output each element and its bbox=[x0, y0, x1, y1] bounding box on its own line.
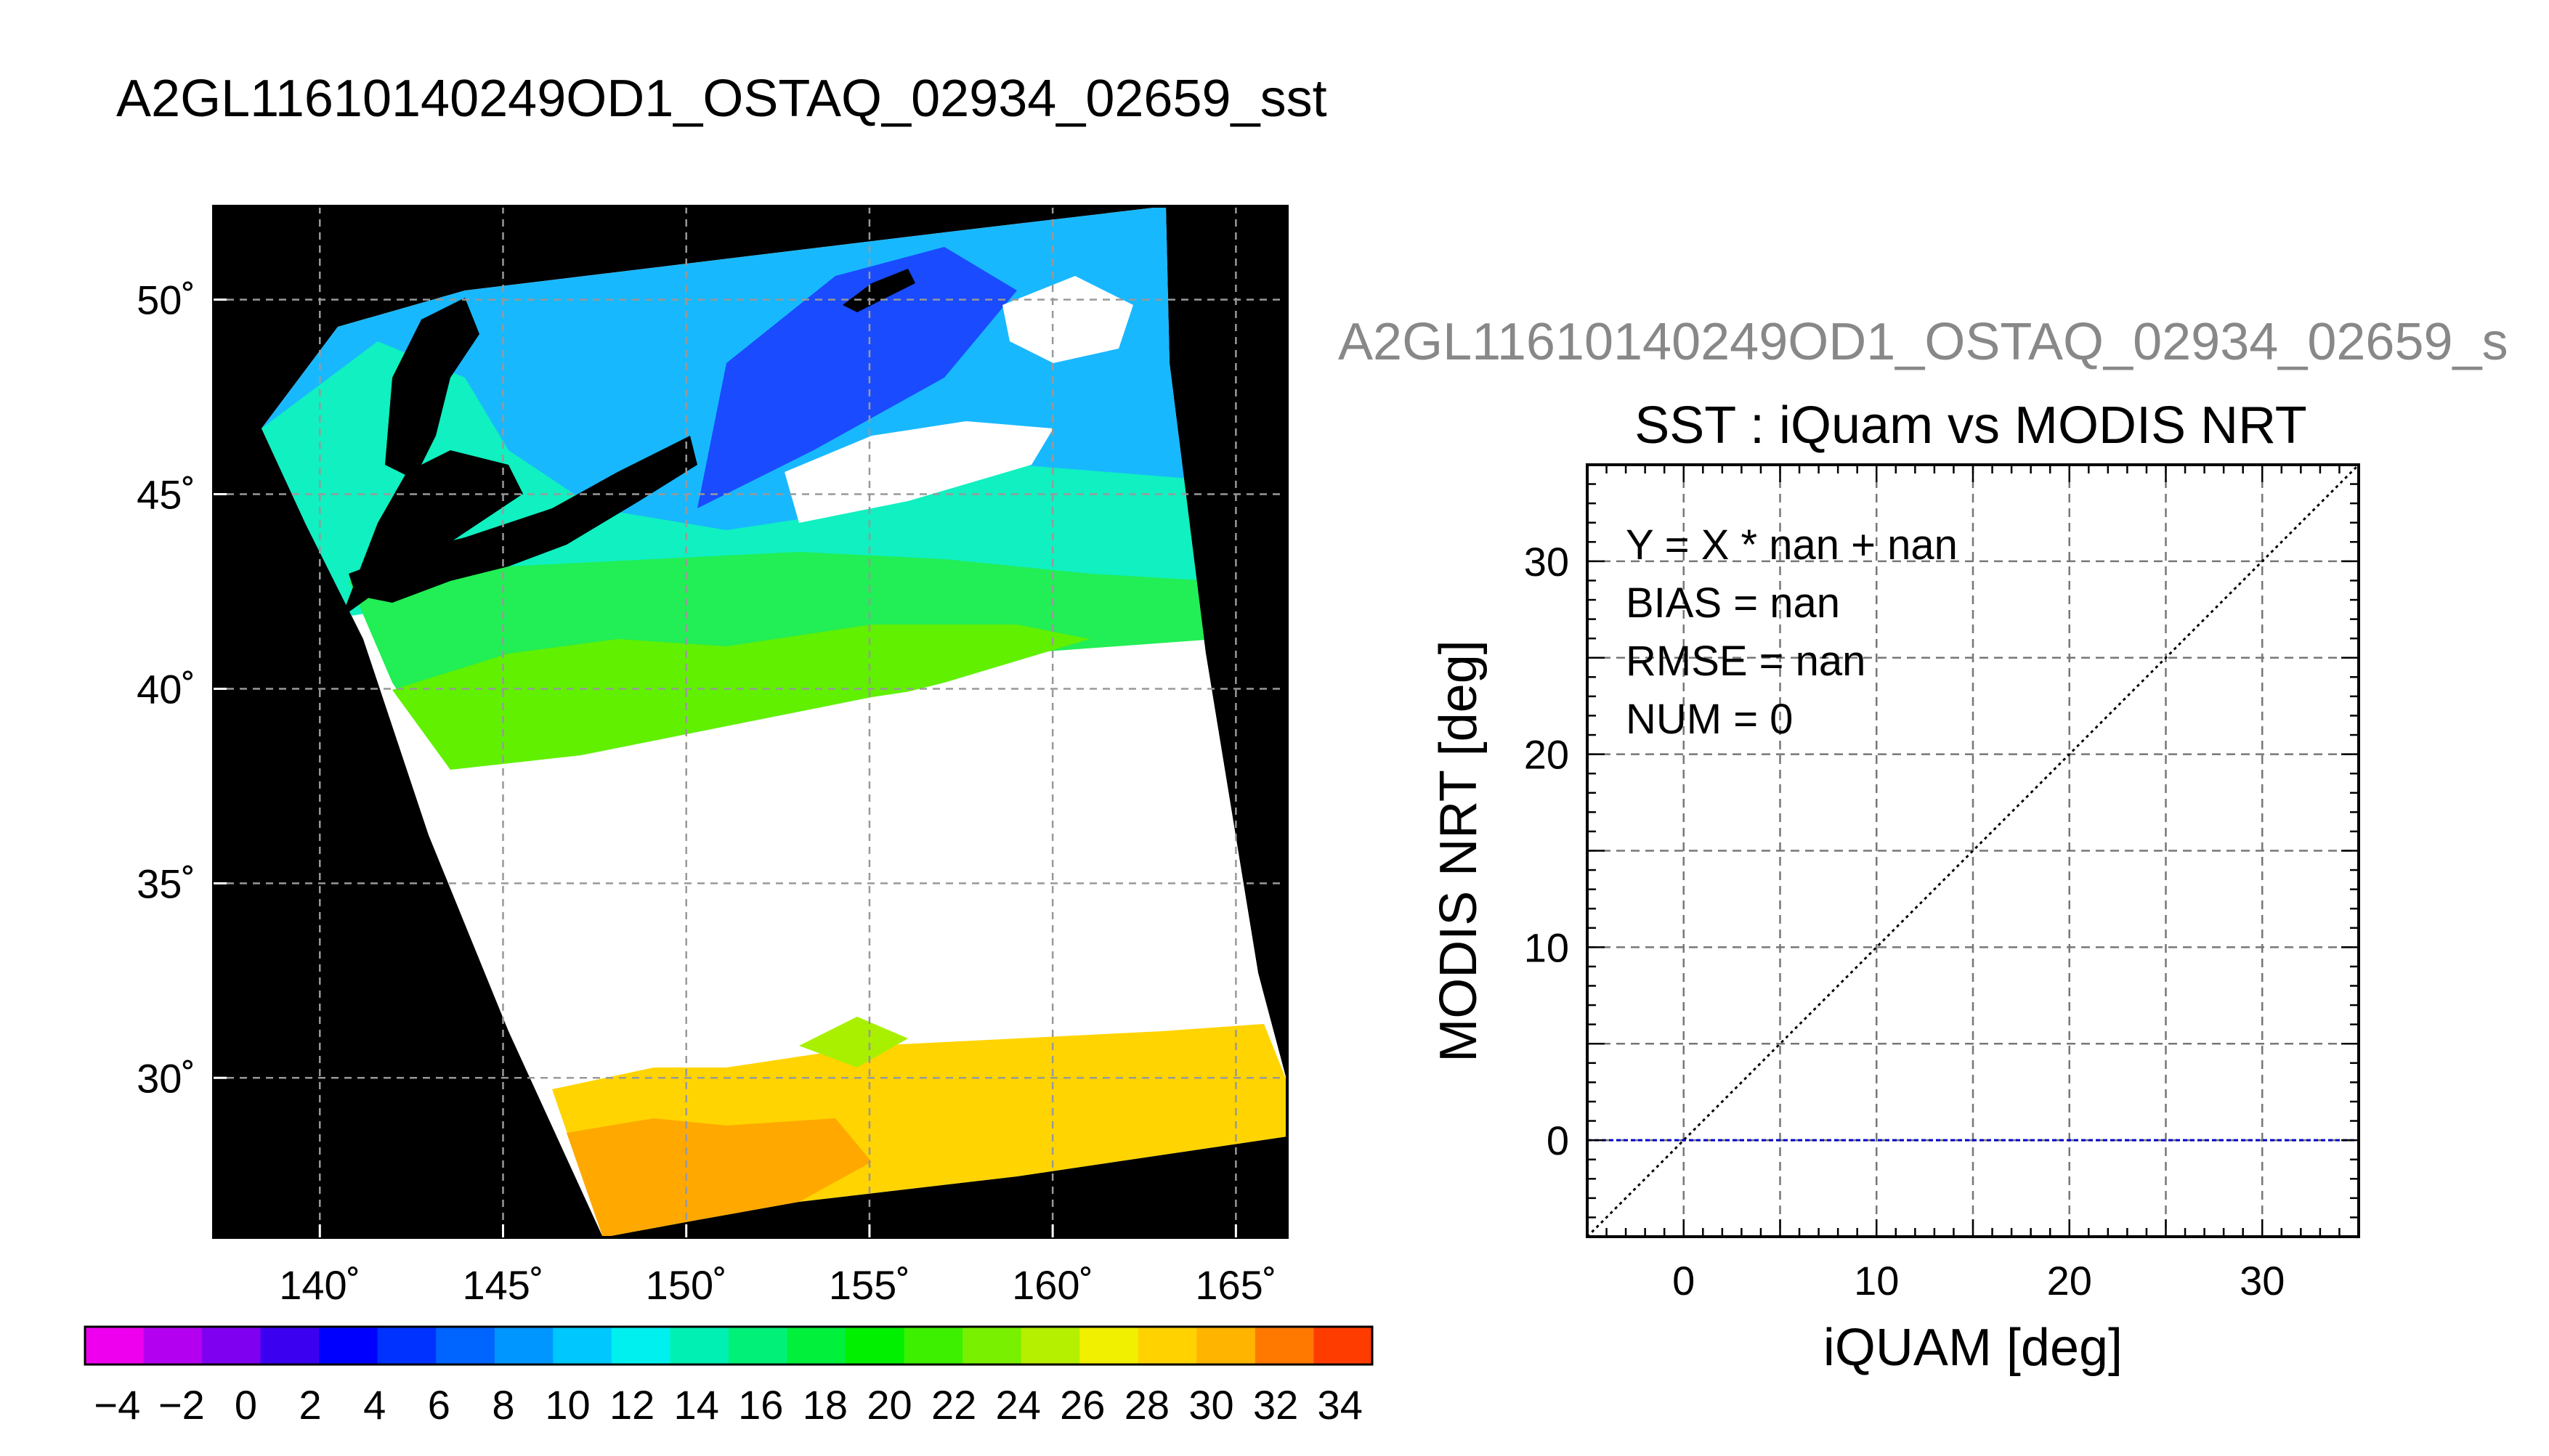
colorbar-segment bbox=[436, 1327, 495, 1365]
scatter-x-tick-label: 30 bbox=[2240, 1258, 2285, 1304]
scatter-annotation: Y = X * nan + nan bbox=[1626, 521, 1958, 569]
scatter-title: SST : iQuam vs MODIS NRT bbox=[1634, 396, 2307, 455]
land-kuril-islands bbox=[843, 269, 915, 312]
colorbar-tick-label: 34 bbox=[1318, 1382, 1363, 1428]
colorbar-tick-label: 4 bbox=[363, 1382, 386, 1428]
scatter-y-label: MODIS NRT [deg] bbox=[1430, 640, 1488, 1062]
map-x-tick-label: 155˚ bbox=[829, 1262, 910, 1308]
identity-line bbox=[1586, 463, 2360, 1238]
sst-region-south-green bbox=[799, 1017, 908, 1067]
colorbar-segment bbox=[553, 1327, 612, 1365]
sst-region-warm-green bbox=[392, 625, 1090, 770]
colorbar-tick-label: 2 bbox=[299, 1382, 322, 1428]
sst-region-cold bbox=[697, 247, 1017, 508]
map-x-axis: 140˚ 145˚ 150˚ 155˚ 160˚ 165˚ bbox=[279, 1224, 1276, 1308]
colorbar-segment bbox=[846, 1327, 905, 1365]
scatter-x-label: iQUAM [deg] bbox=[1823, 1319, 2123, 1377]
scatter-annotations: Y = X * nan + nan BIAS = nan RMSE = nan NUM… bbox=[1626, 521, 1958, 743]
map-x-tick-label: 150˚ bbox=[646, 1262, 727, 1308]
land-masses bbox=[341, 269, 915, 617]
scatter-y-tick-label: 0 bbox=[1547, 1118, 1569, 1163]
colorbar-tick-label: 32 bbox=[1253, 1382, 1298, 1428]
colorbar-segment bbox=[1138, 1327, 1197, 1365]
colorbar-tick-label: 0 bbox=[235, 1382, 257, 1428]
land-sakhalin bbox=[385, 298, 479, 479]
map-y-axis: 30˚ 35˚ 40˚ 45˚ 50˚ bbox=[137, 277, 227, 1101]
colorbar-segment bbox=[202, 1327, 262, 1365]
scatter-annotation: BIAS = nan bbox=[1626, 579, 1840, 627]
colorbar-segment bbox=[1255, 1327, 1315, 1365]
colorbar-segment bbox=[963, 1327, 1022, 1365]
colorbar-segment bbox=[143, 1327, 203, 1365]
colorbar-segment bbox=[1313, 1327, 1373, 1365]
scatter-annotation: NUM = 0 bbox=[1626, 696, 1793, 743]
colorbar-tick-label: 22 bbox=[931, 1382, 976, 1428]
cloud-cover bbox=[450, 654, 1278, 1089]
colorbar-tick-label: 8 bbox=[492, 1382, 514, 1428]
scatter-y-tick-label: 20 bbox=[1524, 732, 1569, 778]
colorbar-tick-label: 28 bbox=[1124, 1382, 1170, 1428]
scatter-x-tick-label: 10 bbox=[1854, 1258, 1899, 1304]
scatter-x-axis: 0 10 20 30 bbox=[1586, 465, 2360, 1304]
colorbar-tick-label: 14 bbox=[674, 1382, 719, 1428]
sst-map: 140˚ 145˚ 150˚ 155˚ 160˚ 165˚ 30˚ 35˚ 40˚ 45˚ 50˚ bbox=[137, 205, 1289, 1308]
map-x-tick-label: 145˚ bbox=[462, 1262, 543, 1308]
sst-region-south-hot bbox=[567, 1118, 872, 1237]
scatter-y-tick-label: 10 bbox=[1524, 924, 1569, 970]
cloud-north-patch bbox=[785, 421, 1053, 523]
colorbar-tick-label: 24 bbox=[996, 1382, 1041, 1428]
colorbar-tick-label: 20 bbox=[867, 1382, 912, 1428]
colorbar-segment bbox=[377, 1327, 437, 1365]
map-y-tick-label: 30˚ bbox=[137, 1055, 195, 1101]
main-title: A2GL11610140249OD1_OSTAQ_02934_02659_sst bbox=[116, 70, 1327, 128]
colorbar-segment bbox=[260, 1327, 320, 1365]
scatter-x-tick-label: 0 bbox=[1672, 1258, 1695, 1304]
colorbar-tick-label: 18 bbox=[803, 1382, 848, 1428]
colorbar-segment bbox=[1196, 1327, 1256, 1365]
cloud-north-patch-2 bbox=[1002, 276, 1133, 363]
colorbar-tick-label: 26 bbox=[1060, 1382, 1105, 1428]
map-y-tick-label: 45˚ bbox=[137, 472, 195, 518]
map-x-tick-label: 160˚ bbox=[1012, 1262, 1093, 1308]
land-hokkaido bbox=[349, 436, 697, 603]
colorbar-segment bbox=[787, 1327, 846, 1365]
land-mainland-east bbox=[341, 450, 523, 617]
scatter-annotation: RMSE = nan bbox=[1626, 638, 1865, 685]
colorbar-frame bbox=[84, 1325, 1374, 1366]
map-x-tick-label: 140˚ bbox=[279, 1262, 360, 1308]
map-frame bbox=[212, 205, 1289, 1239]
scatter-x-tick-label: 20 bbox=[2047, 1258, 2092, 1304]
colorbar-tick-label: −4 bbox=[94, 1382, 140, 1428]
colorbar-segment bbox=[494, 1327, 554, 1365]
colorbar-tick-label: 10 bbox=[545, 1382, 590, 1428]
colorbar-segment bbox=[670, 1327, 729, 1365]
colorbar-tick-label: 6 bbox=[428, 1382, 450, 1428]
colorbar-tick-label: 12 bbox=[609, 1382, 655, 1428]
scatter-panel: A2GL11610140249OD1_OSTAQ_02934_02659_s S… bbox=[1338, 313, 2508, 1377]
colorbar-segment bbox=[85, 1327, 145, 1365]
colorbar-tick-label: −2 bbox=[158, 1382, 205, 1428]
map-x-tick-label: 165˚ bbox=[1195, 1262, 1276, 1308]
colorbar: −4 −2 0 2 4 6 8 10 12 14 16 18 20 22 24 26 28 30 32 34 bbox=[84, 1325, 1374, 1428]
scatter-y-tick-label: 30 bbox=[1524, 539, 1569, 585]
colorbar-segment bbox=[319, 1327, 378, 1365]
map-y-tick-label: 40˚ bbox=[137, 666, 195, 712]
colorbar-segment bbox=[611, 1327, 671, 1365]
colorbar-tick-label: 16 bbox=[738, 1382, 783, 1428]
map-y-tick-label: 35˚ bbox=[137, 861, 195, 906]
map-grid bbox=[214, 206, 1287, 1237]
colorbar-segment bbox=[1079, 1327, 1139, 1365]
scatter-super-title: A2GL11610140249OD1_OSTAQ_02934_02659_s bbox=[1338, 313, 2508, 371]
colorbar-segment bbox=[1021, 1327, 1080, 1365]
colorbar-tick-label: 30 bbox=[1188, 1382, 1233, 1428]
scatter-y-axis: 0 10 20 30 bbox=[1524, 463, 2359, 1238]
colorbar-segment bbox=[904, 1327, 963, 1365]
colorbar-segment bbox=[729, 1327, 788, 1365]
scatter-reference-lines bbox=[1586, 463, 2360, 1238]
map-y-tick-label: 50˚ bbox=[137, 277, 195, 323]
